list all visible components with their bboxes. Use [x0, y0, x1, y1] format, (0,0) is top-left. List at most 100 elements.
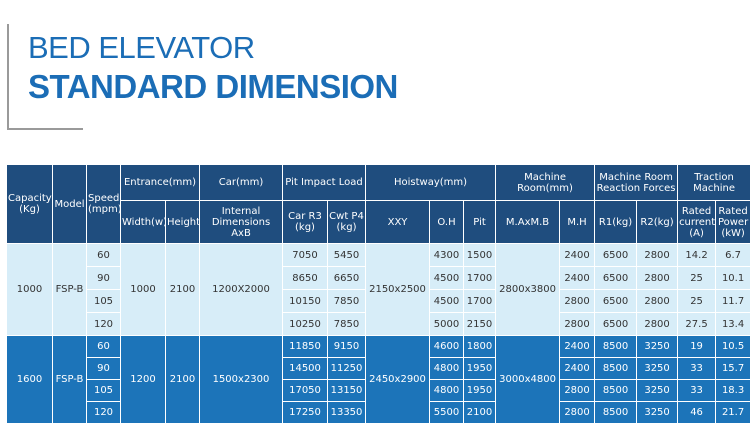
r2-cell: 3250: [636, 379, 679, 402]
header-cell: R2(kg): [636, 200, 679, 244]
car-load-cell: 14500: [282, 357, 328, 380]
header-cell: Height: [165, 200, 200, 244]
current-cell: 33: [677, 357, 717, 380]
cwt-load-cell: 7850: [326, 312, 367, 336]
pit-cell: 1800: [463, 335, 497, 358]
speed-cell: 105: [86, 379, 121, 402]
mh-cell: 2800: [559, 289, 596, 313]
mh-cell: 2800: [559, 379, 596, 402]
oh-cell: 4800: [429, 357, 465, 380]
width-cell: 1000: [120, 243, 166, 336]
mh-cell: 2400: [559, 243, 596, 267]
pit-cell: 1500: [463, 243, 497, 267]
r2-cell: 2800: [636, 243, 679, 267]
capacity-cell: 1000: [6, 243, 53, 336]
internal-cell: 1200X2000: [199, 243, 283, 336]
table-row: 1000 FSP-B 60 1000 2100 1200X2000 7050 5450 2150…: [6, 243, 752, 336]
subtitle: STANDARD DIMENSION: [28, 68, 398, 105]
pit-cell: 2150: [463, 312, 497, 336]
header-cell: Entrance(mm): [120, 164, 200, 201]
current-cell: 14.2: [677, 243, 717, 267]
table-row: 105 17050 13150 4800 1950 2800 8500 3250 33 18.3: [7, 379, 752, 402]
cwt-load-cell: 7850: [326, 289, 367, 313]
model-cell: FSP-B: [52, 243, 87, 336]
hoistway-cell: 2150x2500: [365, 243, 431, 336]
header-cell: M.AxM.B: [495, 200, 561, 244]
internal-cell: 1500x2300: [199, 335, 283, 424]
header-cell: Capacity (Kg): [6, 164, 53, 244]
speed-cell: 60: [86, 335, 121, 358]
table-row: 105 10150 7850 4500 1700 2800 6500 2800 25 11.7: [7, 289, 752, 313]
oh-cell: 5000: [429, 312, 465, 336]
speed-cell: 90: [86, 357, 121, 380]
title: BED ELEVATOR: [28, 30, 255, 65]
mh-cell: 2400: [559, 266, 596, 290]
header-cell: Traction Machine: [677, 164, 752, 201]
speed-cell: 120: [86, 312, 121, 336]
cwt-load-cell: 9150: [326, 335, 367, 358]
r1-cell: 6500: [594, 289, 638, 313]
r1-cell: 6500: [594, 243, 638, 267]
mh-cell: 2800: [559, 312, 596, 336]
header-cell: Pit Impact Load: [281, 164, 367, 201]
current-cell: 46: [677, 401, 717, 424]
current-cell: 25: [677, 266, 717, 290]
oh-cell: 4500: [429, 266, 465, 290]
r2-cell: 2800: [636, 312, 679, 336]
mh-cell: 2400: [559, 335, 596, 358]
table-row: 120 17250 13350 5500 2100 2800 8500 3250 46 21.7: [7, 401, 752, 424]
mh-cell: 2800: [559, 401, 596, 424]
table-row: 1600 FSP-B 60 1200 2100 1500x2300 11850 9150 245…: [6, 335, 752, 424]
machine-room-cell: 2800x3800: [495, 243, 561, 336]
car-load-cell: 17050: [282, 379, 328, 402]
power-cell: 10.1: [715, 266, 752, 290]
table-row: 120 10250 7850 5000 2150 2800 6500 2800 27.5 13.4: [7, 312, 752, 336]
pit-cell: 1700: [463, 289, 497, 313]
height-cell: 2100: [165, 243, 200, 336]
header-cell: Rated current (A): [677, 200, 717, 244]
car-load-cell: 8650: [282, 266, 328, 290]
r2-cell: 2800: [636, 289, 679, 313]
pit-cell: 1950: [463, 379, 497, 402]
cwt-load-cell: 13150: [326, 379, 367, 402]
machine-room-cell: 3000x4800: [495, 335, 561, 424]
oh-cell: 4600: [429, 335, 465, 358]
header-cell: Speed (mpm): [86, 164, 121, 244]
car-load-cell: 7050: [282, 243, 328, 267]
table-row: Width(w) Height Internal Dimensions AxB Car…: [7, 200, 752, 244]
width-cell: 1200: [120, 335, 166, 424]
oh-cell: 4300: [429, 243, 465, 267]
header-cell: XXY: [365, 200, 431, 244]
pit-cell: 1950: [463, 357, 497, 380]
power-cell: 13.4: [715, 312, 752, 336]
power-cell: 21.7: [715, 401, 752, 424]
current-cell: 19: [677, 335, 717, 358]
r2-cell: 3250: [636, 401, 679, 424]
current-cell: 27.5: [677, 312, 717, 336]
cwt-load-cell: 5450: [326, 243, 367, 267]
header-bracket: [7, 24, 83, 130]
table-row: Capacity (Kg) Model Speed (mpm) Entrance(mm…: [6, 164, 752, 244]
table-row: 90 14500 11250 4800 1950 2400 8500 3250 33 15.7: [7, 357, 752, 380]
cwt-load-cell: 11250: [326, 357, 367, 380]
current-cell: 33: [677, 379, 717, 402]
power-cell: 10.5: [715, 335, 752, 358]
header-cell: Car(mm): [199, 164, 283, 201]
header-cell: Rated Power (kW): [715, 200, 752, 244]
hoistway-cell: 2450x2900: [365, 335, 431, 424]
speed-cell: 105: [86, 289, 121, 313]
header-cell: Hoistway(mm): [365, 164, 497, 201]
height-cell: 2100: [165, 335, 200, 424]
r1-cell: 8500: [594, 357, 638, 380]
speed-cell: 120: [86, 401, 121, 424]
spec-table: Capacity (Kg) Model Speed (mpm) Entrance(mm…: [6, 164, 752, 424]
car-load-cell: 17250: [282, 401, 328, 424]
pit-cell: 2100: [463, 401, 497, 424]
oh-cell: 5500: [429, 401, 465, 424]
r2-cell: 3250: [636, 335, 679, 358]
header-cell: Machine Room Reaction Forces: [594, 164, 679, 201]
model-cell: FSP-B: [52, 335, 87, 424]
header-cell: M.H: [559, 200, 596, 244]
r1-cell: 8500: [594, 401, 638, 424]
